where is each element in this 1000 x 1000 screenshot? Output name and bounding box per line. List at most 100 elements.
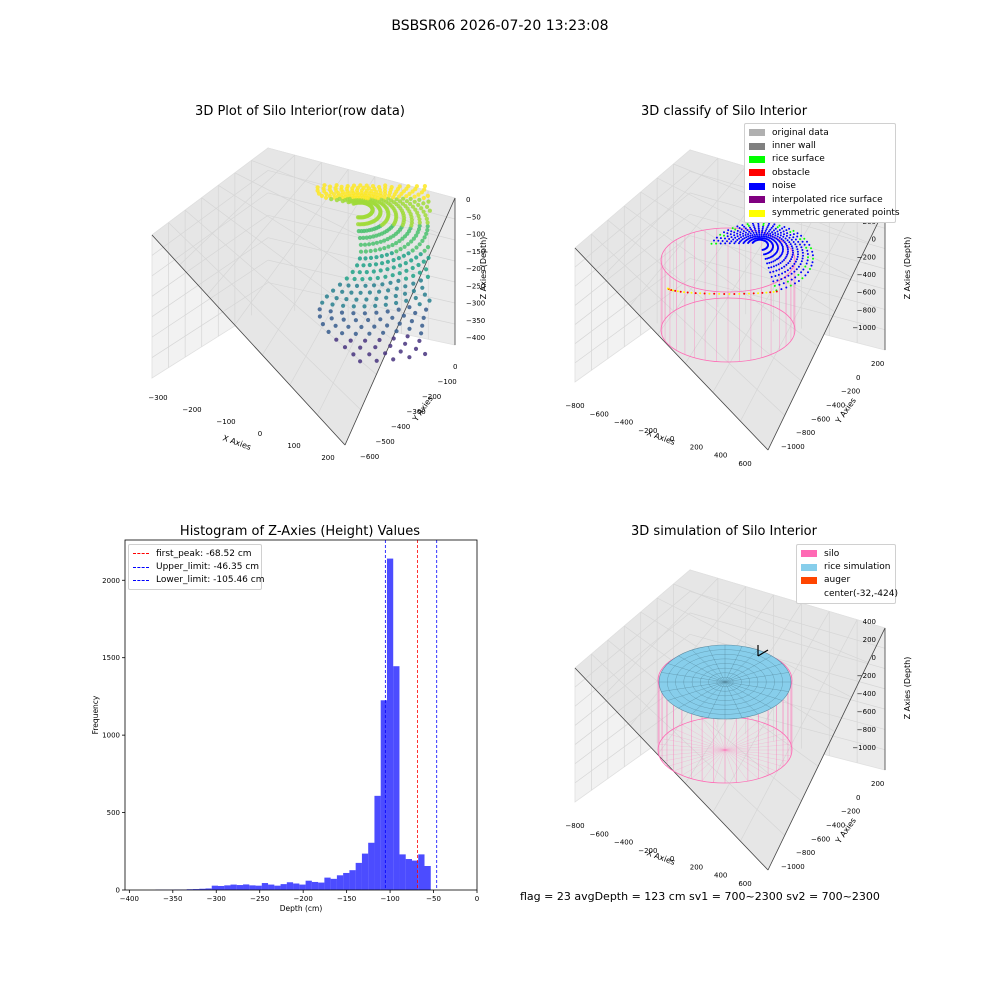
panel2-point bbox=[785, 244, 788, 247]
panel1-point bbox=[408, 201, 413, 206]
panel2-point bbox=[775, 269, 778, 272]
panel2-edge-point bbox=[674, 289, 677, 292]
histogram-frame bbox=[124, 539, 478, 891]
panel1-point bbox=[425, 224, 430, 229]
panel4-mesh-line bbox=[724, 681, 759, 715]
legend-item: symmetric generated points bbox=[749, 206, 900, 219]
panel4-silo-floor-line bbox=[724, 733, 784, 751]
panel4-mesh-line bbox=[724, 672, 789, 683]
panel2-point bbox=[747, 235, 750, 238]
panel2-point bbox=[791, 247, 794, 250]
histogram-bar bbox=[405, 859, 412, 890]
panel2-point bbox=[749, 232, 752, 235]
panel2-point bbox=[765, 233, 768, 236]
panel1-axes-gridline bbox=[151, 214, 269, 297]
panel2-point bbox=[768, 261, 771, 264]
histogram-bar bbox=[399, 854, 406, 890]
panel1-point bbox=[366, 317, 371, 323]
panel2-point bbox=[745, 236, 748, 239]
panel4-mesh-line bbox=[724, 681, 772, 709]
histogram-x-tick-label: −200 bbox=[294, 895, 313, 903]
panel1-z-tick: −250 bbox=[466, 282, 485, 290]
panel1-point bbox=[422, 248, 427, 253]
panel1-point bbox=[360, 277, 365, 282]
panel1-point bbox=[367, 331, 372, 336]
panel2-point bbox=[784, 237, 787, 240]
panel1-point bbox=[405, 334, 410, 339]
panel1-y-tick: −500 bbox=[376, 438, 395, 446]
panel1-point bbox=[362, 242, 368, 247]
histogram-bar bbox=[318, 882, 325, 890]
panel4-silo-floor-line bbox=[724, 749, 737, 783]
panel4-axes-gridline bbox=[689, 633, 886, 690]
panel2-point bbox=[791, 249, 794, 252]
histogram-bar bbox=[211, 885, 218, 890]
panel2-point bbox=[726, 240, 728, 243]
histogram-bar bbox=[249, 885, 256, 890]
panel2-point bbox=[777, 263, 780, 266]
panel2-point bbox=[785, 263, 788, 266]
panel1-y-tick: −400 bbox=[391, 423, 410, 431]
panel2-axes-gridline bbox=[689, 213, 886, 270]
panel2-y-tick: −200 bbox=[841, 388, 860, 396]
panel2-point bbox=[710, 242, 713, 245]
panel2-point bbox=[782, 248, 784, 251]
panel1-point bbox=[357, 270, 362, 275]
legend-swatch bbox=[749, 196, 765, 204]
panel1-point bbox=[381, 330, 386, 335]
panel2-point bbox=[738, 237, 740, 240]
panel2-point bbox=[778, 268, 781, 271]
histogram-x-tick-label: −100 bbox=[380, 895, 399, 903]
histogram-x-label: Depth (cm) bbox=[280, 904, 323, 913]
panel2-point bbox=[741, 238, 744, 241]
panel1-point bbox=[416, 262, 421, 268]
panel2-point bbox=[770, 237, 773, 240]
panel2-point bbox=[753, 235, 755, 238]
panel2-point bbox=[782, 230, 785, 233]
panel2-point bbox=[788, 260, 791, 263]
panel1-point bbox=[371, 283, 377, 288]
panel1-point bbox=[334, 198, 339, 203]
panel2-point bbox=[797, 273, 800, 276]
panel1-point bbox=[420, 323, 425, 328]
panel2-point bbox=[789, 267, 792, 270]
panel1-point bbox=[334, 183, 339, 188]
panel4-axes-gridline bbox=[712, 611, 830, 813]
panel2-axes-gridline bbox=[574, 192, 691, 287]
panel1-point bbox=[391, 265, 396, 270]
panel2-point bbox=[811, 261, 814, 264]
legend-swatch bbox=[801, 563, 817, 571]
panel1-x-tick: −200 bbox=[182, 406, 201, 414]
panel2-point bbox=[803, 243, 806, 246]
panel1-point bbox=[421, 315, 426, 320]
panel2-edge-point bbox=[683, 291, 685, 294]
panel2-point bbox=[744, 234, 747, 236]
panel1-point bbox=[402, 244, 407, 249]
panel2-point bbox=[792, 236, 795, 239]
panel2-point bbox=[796, 255, 799, 258]
panel1-point bbox=[385, 259, 390, 264]
panel4-axes-gridline bbox=[574, 634, 691, 726]
panel2-point bbox=[757, 227, 760, 230]
panel2-point bbox=[747, 242, 750, 244]
panel1-point bbox=[385, 267, 390, 272]
panel2-axes-gridline bbox=[689, 278, 886, 331]
legend-label: rice simulation bbox=[824, 562, 891, 573]
panel1-point bbox=[424, 267, 429, 272]
panel4-silo-floor-line bbox=[724, 749, 784, 767]
panel1-point bbox=[334, 337, 339, 342]
panel1-point bbox=[350, 269, 355, 275]
panel4-auger-marker bbox=[757, 649, 769, 657]
panel1-point bbox=[413, 295, 418, 301]
panel4-y-tick: −600 bbox=[811, 835, 830, 843]
panel2-edge-point bbox=[748, 292, 750, 295]
panel1-point bbox=[425, 274, 430, 279]
panel2-point bbox=[739, 240, 741, 243]
panel2-point bbox=[786, 239, 789, 242]
legend-line-swatch bbox=[133, 553, 149, 555]
panel2-point bbox=[779, 234, 782, 237]
panel1-point bbox=[397, 199, 403, 204]
panel4-mesh-line bbox=[707, 646, 726, 683]
panel2-point bbox=[800, 234, 803, 237]
panel1-point bbox=[323, 195, 329, 200]
